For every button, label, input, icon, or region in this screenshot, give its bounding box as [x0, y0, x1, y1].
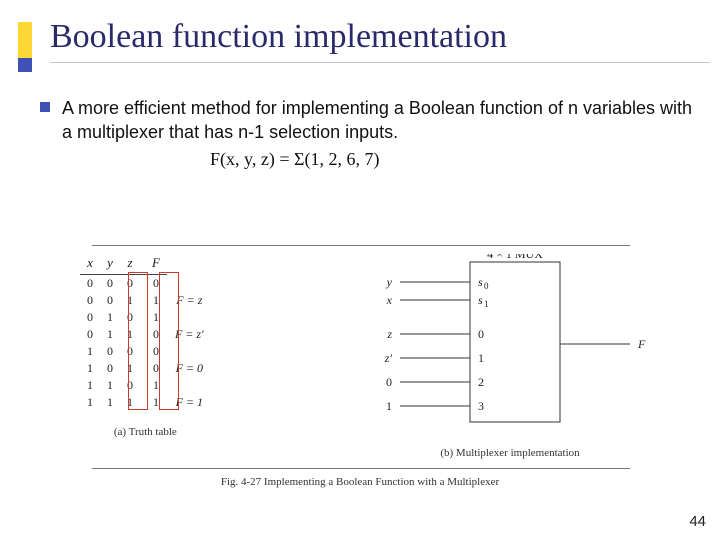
- bullet-row: A more efficient method for implementing…: [40, 96, 696, 145]
- port-3: 3: [478, 399, 484, 413]
- th-y: y: [100, 254, 120, 275]
- mux-figure: 4 × 1 MUX y x s0 s1 z z′ 0 1 0 1 2 3 F (…: [360, 254, 660, 459]
- truth-table-figure: x y z F 0 0 0 0: [80, 254, 211, 438]
- port-0: 0: [478, 327, 484, 341]
- highlight-z-col: [128, 272, 148, 410]
- figure-top-rule: [92, 245, 630, 246]
- mux-caption: (b) Multiplexer implementation: [360, 447, 660, 459]
- body-region: A more efficient method for implementing…: [40, 96, 696, 170]
- title-region: Boolean function implementation: [50, 18, 710, 63]
- sel-x-label: x: [386, 293, 393, 307]
- highlight-f-col: [159, 272, 179, 410]
- square-bullet-icon: [40, 102, 50, 112]
- port-2: 2: [478, 375, 484, 389]
- sel-y-label: y: [386, 275, 393, 289]
- slide-title: Boolean function implementation: [50, 18, 710, 56]
- figure-row: x y z F 0 0 0 0: [80, 254, 660, 459]
- svg-text:0: 0: [484, 281, 489, 291]
- svg-text:1: 1: [484, 299, 489, 309]
- th-x: x: [80, 254, 100, 275]
- figure-bottom-rule: [92, 468, 630, 469]
- mux-box-label: 4 × 1 MUX: [487, 254, 543, 261]
- svg-text:s: s: [478, 275, 483, 289]
- formula-text: F(x, y, z) = Σ(1, 2, 6, 7): [210, 149, 696, 170]
- din-3-label: 1: [386, 399, 392, 413]
- mux-svg: 4 × 1 MUX y x s0 s1 z z′ 0 1 0 1 2 3 F: [360, 254, 660, 434]
- accent-square: [18, 58, 32, 72]
- slide-number: 44: [689, 513, 706, 530]
- bullet-text: A more efficient method for implementing…: [62, 96, 696, 145]
- din-2-label: 0: [386, 375, 392, 389]
- truth-table-caption: (a) Truth table: [80, 426, 211, 438]
- din-1-label: z′: [384, 351, 393, 365]
- svg-text:s: s: [478, 293, 483, 307]
- port-1: 1: [478, 351, 484, 365]
- mux-output-label: F: [637, 337, 646, 351]
- din-0-label: z: [386, 327, 392, 341]
- figure-caption: Fig. 4-27 Implementing a Boolean Functio…: [0, 476, 720, 488]
